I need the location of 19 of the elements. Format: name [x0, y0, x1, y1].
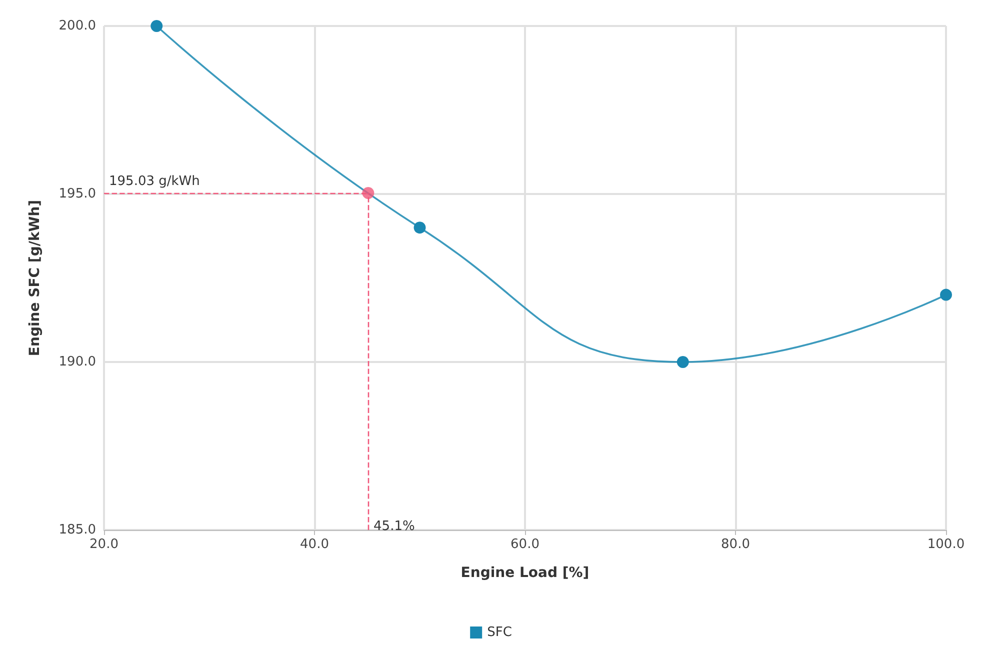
x-tick-label: 40.0	[300, 537, 329, 552]
ref-line-label: 195.03 g/kWh	[109, 174, 200, 189]
y-tick-label: 185.0	[58, 522, 96, 538]
x-tick-label: 100.0	[927, 537, 965, 552]
x-tick-label: 80.0	[721, 537, 750, 552]
x-tick-label: 20.0	[90, 537, 118, 552]
y-tick-label: 195.0	[58, 186, 96, 202]
y-tick-label: 190.0	[58, 354, 96, 370]
point	[676, 356, 689, 368]
x-axis-title: Engine Load [%]	[460, 565, 590, 581]
ref-line-label: 45.1%	[374, 519, 415, 534]
y-tick-label: 200.0	[58, 18, 96, 34]
point	[362, 186, 374, 199]
point	[414, 222, 426, 234]
y-axis-title: Engine SFC [g/kWh]	[27, 200, 43, 356]
x-tick-label: 60.0	[510, 537, 540, 552]
legend-label: SFC	[487, 625, 512, 640]
point	[940, 288, 952, 301]
point	[150, 20, 163, 32]
